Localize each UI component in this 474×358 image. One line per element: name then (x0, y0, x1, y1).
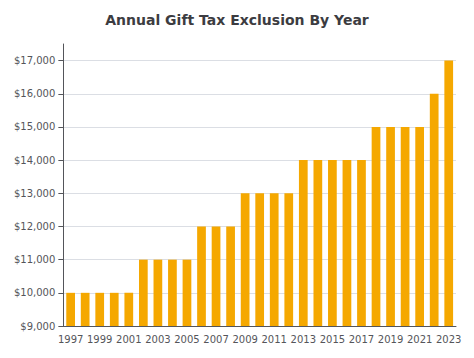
svg-text:2005: 2005 (174, 334, 199, 345)
svg-text:2011: 2011 (261, 334, 286, 345)
svg-text:$10,000: $10,000 (14, 287, 55, 298)
svg-text:2023: 2023 (436, 334, 461, 345)
svg-text:2001: 2001 (116, 334, 141, 345)
svg-text:2013: 2013 (291, 334, 316, 345)
svg-text:$13,000: $13,000 (14, 188, 55, 199)
svg-text:2017: 2017 (349, 334, 374, 345)
svg-text:$9,000: $9,000 (20, 321, 55, 332)
svg-text:$14,000: $14,000 (14, 155, 55, 166)
svg-text:$16,000: $16,000 (14, 88, 55, 99)
svg-text:2007: 2007 (203, 334, 228, 345)
svg-text:2019: 2019 (378, 334, 403, 345)
svg-text:$15,000: $15,000 (14, 121, 55, 132)
svg-text:$12,000: $12,000 (14, 221, 55, 232)
svg-text:2015: 2015 (320, 334, 345, 345)
svg-text:Annual Gift Tax Exclusion By Y: Annual Gift Tax Exclusion By Year (105, 12, 369, 28)
svg-text:$17,000: $17,000 (14, 55, 55, 66)
svg-text:2003: 2003 (145, 334, 170, 345)
svg-text:2021: 2021 (407, 334, 432, 345)
svg-text:$11,000: $11,000 (14, 254, 55, 265)
svg-text:1997: 1997 (58, 334, 83, 345)
svg-text:2009: 2009 (232, 334, 257, 345)
svg-text:1999: 1999 (87, 334, 112, 345)
